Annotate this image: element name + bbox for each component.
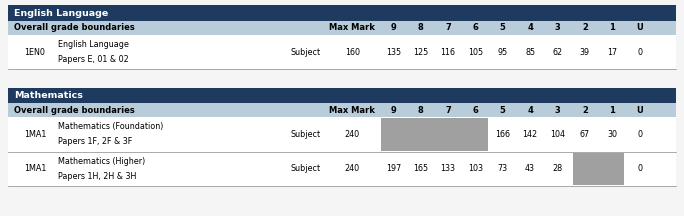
Text: 1MA1: 1MA1 (24, 164, 47, 173)
Text: 0: 0 (637, 164, 642, 173)
Text: 4: 4 (527, 106, 533, 115)
Text: 28: 28 (553, 164, 562, 173)
Text: 135: 135 (386, 48, 401, 57)
Text: 3: 3 (555, 106, 560, 115)
Text: 240: 240 (345, 130, 360, 139)
Text: 116: 116 (440, 48, 456, 57)
Text: 5: 5 (500, 24, 505, 32)
Bar (8, 5, 676, 21)
Text: Subject: Subject (291, 130, 321, 139)
Bar (8, 35, 676, 69)
Text: 95: 95 (498, 48, 508, 57)
Text: English Language: English Language (14, 9, 108, 18)
Text: 160: 160 (345, 48, 360, 57)
Text: Mathematics (Higher): Mathematics (Higher) (58, 157, 146, 166)
Text: Mathematics: Mathematics (14, 91, 83, 100)
Text: Papers E, 01 & 02: Papers E, 01 & 02 (58, 55, 129, 64)
Text: 166: 166 (495, 130, 510, 139)
Text: 105: 105 (468, 48, 483, 57)
Text: Subject: Subject (291, 48, 321, 57)
Text: 103: 103 (468, 164, 483, 173)
Text: 2: 2 (582, 106, 588, 115)
Text: Papers 1F, 2F & 3F: Papers 1F, 2F & 3F (58, 137, 133, 146)
Text: 43: 43 (525, 164, 535, 173)
Text: U: U (636, 106, 643, 115)
Text: 4: 4 (527, 24, 533, 32)
Text: 2: 2 (582, 24, 588, 32)
Text: 7: 7 (445, 106, 451, 115)
Text: 133: 133 (440, 164, 456, 173)
Text: 0: 0 (637, 130, 642, 139)
Text: English Language: English Language (58, 40, 129, 49)
Text: Overall grade boundaries: Overall grade boundaries (14, 106, 135, 115)
Text: 85: 85 (525, 48, 535, 57)
Text: 73: 73 (498, 164, 508, 173)
Bar (8, 21, 676, 35)
Bar (8, 103, 676, 117)
Text: Max Mark: Max Mark (329, 24, 376, 32)
Bar (8, 117, 676, 152)
Text: 125: 125 (413, 48, 428, 57)
Text: Mathematics (Foundation): Mathematics (Foundation) (58, 122, 163, 131)
Text: 1EN0: 1EN0 (24, 48, 45, 57)
Text: 6: 6 (473, 24, 478, 32)
Text: Subject: Subject (291, 164, 321, 173)
Text: Papers 1H, 2H & 3H: Papers 1H, 2H & 3H (58, 172, 137, 181)
Text: 165: 165 (413, 164, 428, 173)
Text: 7: 7 (445, 24, 451, 32)
Bar (8, 152, 676, 186)
Bar (381, 118, 488, 151)
Text: 1MA1: 1MA1 (24, 130, 47, 139)
Text: 197: 197 (386, 164, 401, 173)
Text: 67: 67 (580, 130, 590, 139)
Text: 62: 62 (553, 48, 562, 57)
Text: Max Mark: Max Mark (329, 106, 376, 115)
Text: 8: 8 (418, 24, 423, 32)
Text: 8: 8 (418, 106, 423, 115)
Text: 104: 104 (550, 130, 565, 139)
Text: 6: 6 (473, 106, 478, 115)
Text: 9: 9 (391, 106, 396, 115)
Text: 240: 240 (345, 164, 360, 173)
Text: 17: 17 (607, 48, 617, 57)
Bar (8, 88, 676, 103)
Text: 9: 9 (391, 24, 396, 32)
Text: 39: 39 (580, 48, 590, 57)
Text: 3: 3 (555, 24, 560, 32)
Text: 0: 0 (637, 48, 642, 57)
Text: 30: 30 (607, 130, 617, 139)
Text: Overall grade boundaries: Overall grade boundaries (14, 24, 135, 32)
Bar (573, 153, 624, 185)
Text: U: U (636, 24, 643, 32)
Text: 142: 142 (523, 130, 538, 139)
Text: 1: 1 (609, 106, 615, 115)
Text: 5: 5 (500, 106, 505, 115)
Text: 1: 1 (609, 24, 615, 32)
